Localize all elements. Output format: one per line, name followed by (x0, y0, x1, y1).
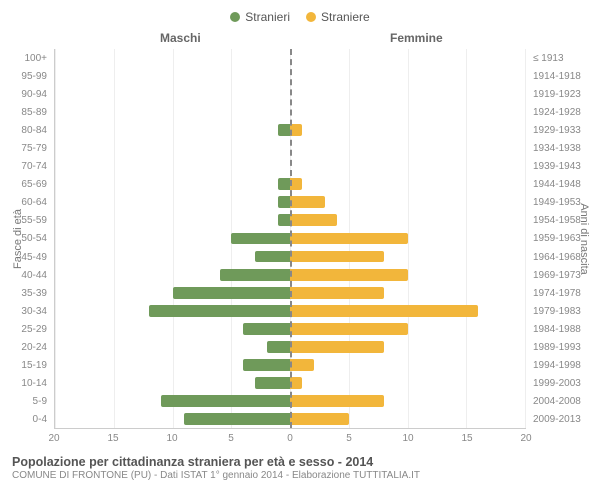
population-pyramid-chart: Stranieri Straniere Maschi Femmine Fasce … (0, 0, 600, 500)
bar-male (161, 395, 290, 407)
birth-year-label: 1979-1983 (530, 302, 592, 320)
bar-female (290, 359, 314, 371)
bar-male (278, 214, 290, 226)
legend-swatch (230, 12, 240, 22)
bar-female (290, 323, 408, 335)
bar-male (243, 359, 290, 371)
bar-male (267, 341, 291, 353)
bar-male (243, 323, 290, 335)
legend-label: Straniere (321, 10, 370, 24)
bar-male (278, 178, 290, 190)
bar-male (149, 305, 290, 317)
birth-year-label: 1924-1928 (530, 103, 592, 121)
y-left-labels: 100+95-9990-9485-8980-8475-7970-7465-696… (8, 49, 50, 429)
y-right-labels: ≤ 19131914-19181919-19231924-19281929-19… (530, 49, 592, 429)
x-tick: 15 (107, 433, 118, 444)
bar-male (220, 269, 291, 281)
plot-area (54, 49, 526, 429)
bar-female (290, 341, 384, 353)
age-label: 95-99 (8, 67, 50, 85)
bar-female (290, 269, 408, 281)
bar-female (290, 214, 337, 226)
age-label: 80-84 (8, 121, 50, 139)
bar-male (278, 124, 290, 136)
x-tick: 10 (402, 433, 413, 444)
legend-label: Stranieri (245, 10, 290, 24)
age-label: 0-4 (8, 411, 50, 429)
age-label: 70-74 (8, 158, 50, 176)
bar-male (231, 233, 290, 245)
bar-female (290, 233, 408, 245)
bar-female (290, 251, 384, 263)
birth-year-label: 1934-1938 (530, 139, 592, 157)
bar-male (255, 251, 290, 263)
caption-title: Popolazione per cittadinanza straniera p… (12, 455, 588, 469)
birth-year-label: 1974-1978 (530, 284, 592, 302)
age-label: 45-49 (8, 248, 50, 266)
birth-year-label: 2009-2013 (530, 411, 592, 429)
bar-male (278, 196, 290, 208)
age-label: 55-59 (8, 212, 50, 230)
age-label: 20-24 (8, 339, 50, 357)
birth-year-label: 1959-1963 (530, 230, 592, 248)
x-tick: 15 (461, 433, 472, 444)
age-label: 75-79 (8, 139, 50, 157)
age-label: 100+ (8, 49, 50, 67)
legend-swatch (306, 12, 316, 22)
x-tick: 5 (346, 433, 352, 444)
birth-year-label: 1964-1968 (530, 248, 592, 266)
age-label: 10-14 (8, 375, 50, 393)
birth-year-label: 1999-2003 (530, 375, 592, 393)
center-line (290, 49, 292, 428)
birth-year-label: 1954-1958 (530, 212, 592, 230)
age-label: 85-89 (8, 103, 50, 121)
legend-item: Stranieri (230, 10, 290, 24)
birth-year-label: 1939-1943 (530, 158, 592, 176)
legend: Stranieri Straniere (8, 8, 592, 31)
birth-year-label: 1994-1998 (530, 357, 592, 375)
age-label: 65-69 (8, 176, 50, 194)
x-tick: 10 (166, 433, 177, 444)
bar-female (290, 196, 325, 208)
birth-year-label: 1919-1923 (530, 85, 592, 103)
plot: Fasce di età Anni di nascita 100+95-9990… (8, 49, 592, 429)
birth-year-label: 1989-1993 (530, 339, 592, 357)
age-label: 60-64 (8, 194, 50, 212)
bar-female (290, 395, 384, 407)
age-label: 15-19 (8, 357, 50, 375)
column-headers: Maschi Femmine (8, 31, 592, 47)
bar-male (173, 287, 291, 299)
x-tick: 20 (48, 433, 59, 444)
birth-year-label: 1984-1988 (530, 320, 592, 338)
birth-year-label: ≤ 1913 (530, 49, 592, 67)
age-label: 35-39 (8, 284, 50, 302)
age-label: 90-94 (8, 85, 50, 103)
birth-year-label: 1929-1933 (530, 121, 592, 139)
bar-female (290, 305, 478, 317)
bar-female (290, 287, 384, 299)
age-label: 25-29 (8, 320, 50, 338)
x-tick: 5 (228, 433, 234, 444)
bar-female (290, 413, 349, 425)
header-femmine: Femmine (390, 31, 443, 45)
birth-year-label: 1969-1973 (530, 266, 592, 284)
caption-subtitle: COMUNE DI FRONTONE (PU) - Dati ISTAT 1° … (12, 470, 588, 481)
age-label: 5-9 (8, 393, 50, 411)
age-label: 50-54 (8, 230, 50, 248)
birth-year-label: 1944-1948 (530, 176, 592, 194)
birth-year-label: 2004-2008 (530, 393, 592, 411)
bar-male (255, 377, 290, 389)
age-label: 40-44 (8, 266, 50, 284)
age-label: 30-34 (8, 302, 50, 320)
header-maschi: Maschi (160, 31, 201, 45)
caption: Popolazione per cittadinanza straniera p… (8, 449, 592, 481)
bar-male (184, 413, 290, 425)
legend-item: Straniere (306, 10, 370, 24)
birth-year-label: 1914-1918 (530, 67, 592, 85)
birth-year-label: 1949-1953 (530, 194, 592, 212)
x-axis: 201510505101520 (54, 433, 526, 449)
x-tick: 0 (287, 433, 293, 444)
x-tick: 20 (520, 433, 531, 444)
